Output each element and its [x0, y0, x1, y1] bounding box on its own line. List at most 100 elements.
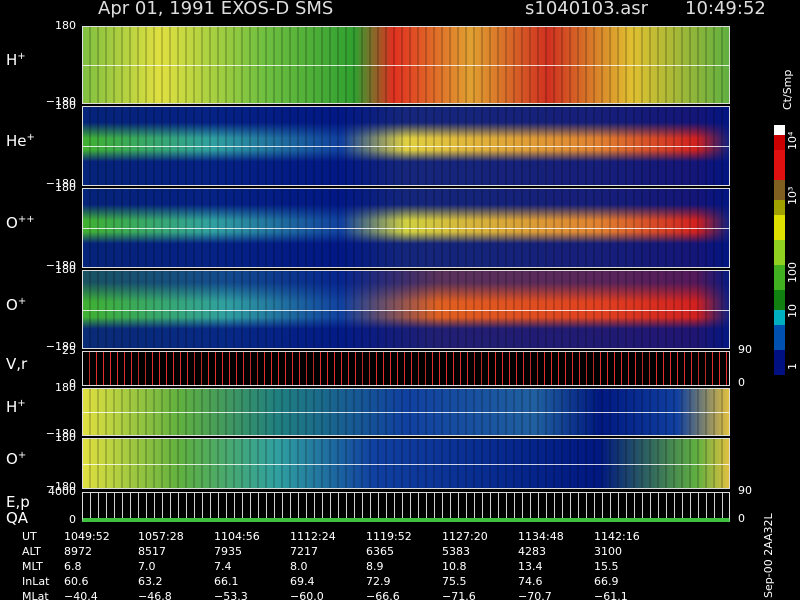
- label-text: O: [6, 449, 18, 468]
- row-name: MLat: [22, 590, 49, 600]
- tick-label: 180: [55, 181, 76, 194]
- cell: 66.9: [594, 575, 619, 588]
- label-sup: +: [17, 449, 27, 461]
- label-sup: ++: [17, 214, 35, 225]
- velocity-plot: [82, 351, 730, 386]
- cell: 8.0: [290, 560, 308, 573]
- colorbar-tick: 10⁴: [786, 131, 799, 150]
- panel-label: E,p: [6, 493, 30, 511]
- label-sup: +: [26, 132, 35, 143]
- colorbar-tick: 10³: [786, 186, 799, 205]
- label-text: He: [6, 132, 27, 150]
- cell: 13.4: [518, 560, 543, 573]
- cell: 6.8: [64, 560, 82, 573]
- colorbar-tick: 1: [786, 363, 799, 370]
- cell: 1104:56: [214, 530, 260, 543]
- spectrogram: [82, 188, 730, 268]
- cell: −40.4: [64, 590, 98, 600]
- cell: 69.4: [290, 575, 315, 588]
- cell: 1119:52: [366, 530, 412, 543]
- colorbar: [774, 125, 785, 375]
- tick-label: −180: [45, 95, 76, 108]
- spectrogram: [82, 388, 730, 436]
- panel-label: H+: [6, 51, 26, 69]
- label-sup: +: [17, 398, 26, 409]
- tick-label: 90: [738, 343, 752, 356]
- row-name: MLT: [22, 560, 43, 573]
- tick-label: 180: [55, 263, 76, 276]
- tick-label: 0: [69, 377, 76, 390]
- tick-label: 0: [738, 376, 745, 389]
- label-text: H: [6, 398, 18, 416]
- tick-label: −180: [45, 340, 76, 353]
- label-text: V,r: [6, 354, 28, 373]
- trace: [83, 146, 729, 147]
- file-name: s1040103.asr: [525, 0, 649, 19]
- cell: 1049:52: [64, 530, 110, 543]
- cell: 8972: [64, 545, 92, 558]
- cell: 72.9: [366, 575, 391, 588]
- tick-label: 180: [55, 19, 76, 32]
- cell: 7.4: [214, 560, 232, 573]
- cell: 1142:16: [594, 530, 640, 543]
- cell: −71.6: [442, 590, 476, 600]
- tick-label: −180: [45, 427, 76, 440]
- tick-label: 180: [55, 431, 76, 444]
- tick-label: 4000: [48, 485, 76, 498]
- cell: 75.5: [442, 575, 467, 588]
- label-sup: +: [17, 295, 27, 307]
- panel-label: V,r: [6, 355, 27, 373]
- panel-label: O++: [6, 214, 35, 232]
- energy-plot: [82, 492, 730, 522]
- trace: [83, 463, 729, 465]
- cell: 1112:24: [290, 530, 336, 543]
- cell: −61.1: [594, 590, 628, 600]
- cell: −70.7: [518, 590, 552, 600]
- time: 10:49:52: [685, 0, 766, 19]
- panel-label: O+: [6, 296, 26, 314]
- row-name: UT: [22, 530, 37, 543]
- trace: [83, 309, 729, 311]
- cell: −53.3: [214, 590, 248, 600]
- trace: [83, 228, 729, 229]
- footer: Sep-00 2AA32L: [762, 513, 775, 598]
- label-sup: +: [17, 51, 26, 62]
- label-text: E,p: [6, 493, 30, 511]
- tick-label: −180: [45, 259, 76, 272]
- tick-label: −180: [45, 177, 76, 190]
- trace: [83, 412, 729, 413]
- cell: 7.0: [138, 560, 156, 573]
- row-name: InLat: [22, 575, 50, 588]
- cell: 1127:20: [442, 530, 488, 543]
- cell: 4283: [518, 545, 546, 558]
- spectrogram: [82, 438, 730, 489]
- cell: 10.8: [442, 560, 467, 573]
- tick-label: 180: [55, 381, 76, 394]
- panel-label: QA: [6, 509, 29, 527]
- label-text: O: [6, 214, 18, 232]
- tick-label: 25: [62, 344, 76, 357]
- tick-label: 180: [55, 99, 76, 112]
- cell: 3100: [594, 545, 622, 558]
- cell: 7217: [290, 545, 318, 558]
- tick-label: 0: [69, 513, 76, 526]
- trace: [83, 65, 729, 66]
- panel-label: H+: [6, 398, 26, 416]
- colorbar-tick: 100: [786, 262, 799, 283]
- cell: −66.6: [366, 590, 400, 600]
- colorbar-unit: Ct/Smp: [781, 69, 794, 110]
- cell: 66.1: [214, 575, 239, 588]
- cell: 60.6: [64, 575, 89, 588]
- cell: −46.8: [138, 590, 172, 600]
- cell: 5383: [442, 545, 470, 558]
- row-name: ALT: [22, 545, 41, 558]
- label-text: O: [6, 295, 18, 314]
- spectrogram: [82, 26, 730, 104]
- tick-label: 90: [738, 484, 752, 497]
- cell: 8517: [138, 545, 166, 558]
- spectrogram: [82, 106, 730, 186]
- cell: 7935: [214, 545, 242, 558]
- cell: 8.9: [366, 560, 384, 573]
- cell: −60.0: [290, 590, 324, 600]
